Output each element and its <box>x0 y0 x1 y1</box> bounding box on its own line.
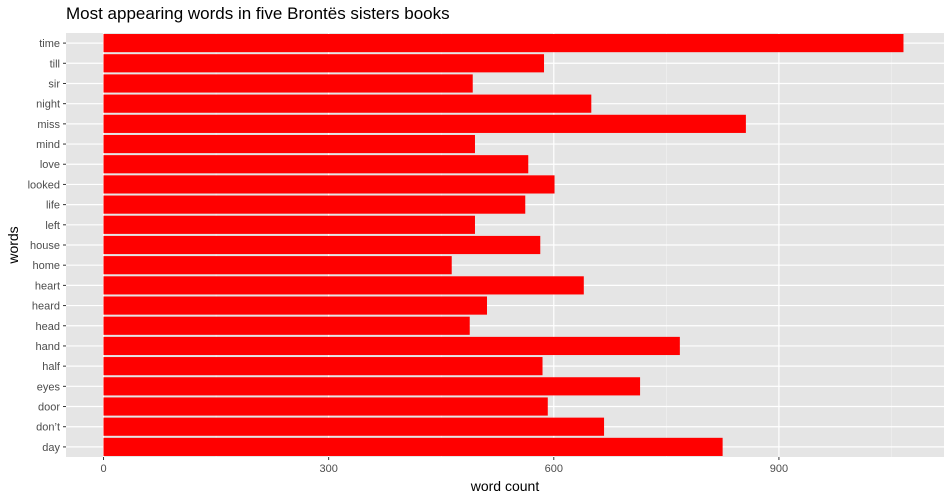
bar-miss <box>103 114 746 133</box>
axis-ticks: day don’t door eyes half hand head heard heart ho… <box>28 38 789 475</box>
bar-sir <box>103 74 473 93</box>
y-tick-label: looked <box>28 179 60 191</box>
y-tick-label: half <box>42 361 61 373</box>
y-tick-label: home <box>32 260 60 272</box>
bar-life <box>103 195 526 214</box>
y-axis-title: words <box>5 226 21 264</box>
y-tick-label: left <box>45 220 60 232</box>
y-tick-label: night <box>36 99 60 111</box>
bar-hand <box>103 336 680 356</box>
bar-love <box>103 155 529 174</box>
x-tick-label: 300 <box>319 463 337 475</box>
bar-home <box>103 256 452 275</box>
bar-head <box>103 316 470 335</box>
y-tick-label: house <box>30 240 60 252</box>
bar-house <box>103 235 541 255</box>
bar-night <box>103 94 592 113</box>
chart-title: Most appearing words in five Brontës sis… <box>66 4 450 23</box>
bar-day <box>103 437 723 456</box>
y-tick-label: miss <box>37 119 60 131</box>
y-tick-label: life <box>46 200 60 212</box>
y-tick-label: door <box>38 402 60 414</box>
bar-door <box>103 397 548 416</box>
x-tick-label: 600 <box>545 463 563 475</box>
bar-till <box>103 54 545 73</box>
bars <box>103 34 904 456</box>
y-tick-label: heard <box>32 301 60 313</box>
y-tick-label: till <box>50 58 60 70</box>
bar-half <box>103 357 543 376</box>
bar-looked <box>103 175 555 194</box>
x-axis-title: word count <box>470 478 540 494</box>
bar-mind <box>103 134 475 154</box>
x-tick-label: 900 <box>770 463 788 475</box>
y-tick-label: mind <box>36 139 60 151</box>
bar-heard <box>103 296 487 315</box>
bar-eyes <box>103 377 641 396</box>
bar-time <box>103 34 904 53</box>
y-tick-label: heart <box>35 280 60 292</box>
y-tick-label: head <box>36 321 60 333</box>
bar-don’t <box>103 417 605 436</box>
x-tick-label: 0 <box>100 463 106 475</box>
y-tick-label: sir <box>48 78 60 90</box>
bar-heart <box>103 276 584 295</box>
y-tick-label: time <box>39 38 60 50</box>
y-tick-label: eyes <box>37 381 61 393</box>
y-tick-label: hand <box>36 341 60 353</box>
y-tick-label: day <box>42 442 60 454</box>
bar-left <box>103 215 475 234</box>
y-tick-label: don’t <box>36 422 60 434</box>
y-tick-label: love <box>40 159 60 171</box>
